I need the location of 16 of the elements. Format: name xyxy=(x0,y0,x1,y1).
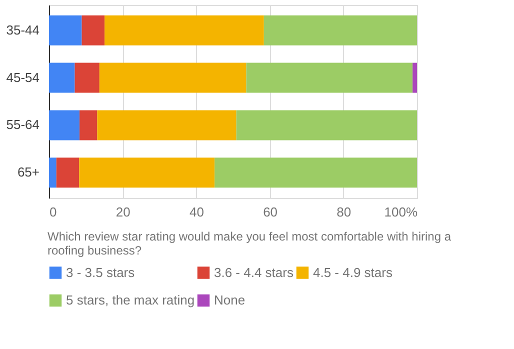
x-tick-label: 40 xyxy=(189,204,204,220)
legend-label: None xyxy=(214,292,246,308)
y-tick-label: 45-54 xyxy=(6,70,40,85)
x-tick-label: 80 xyxy=(336,204,352,220)
x-tick-label: 20 xyxy=(116,204,130,220)
legend-label: 3.6 - 4.4 stars xyxy=(214,264,294,280)
y-tick-label: 55-64 xyxy=(6,117,40,132)
legend-label: 3 - 3.5 stars xyxy=(66,264,136,280)
x-axis-title: Which review star rating would make you feel most comfortable with hiring a roofing business? xyxy=(48,230,452,258)
y-tick-label: 65+ xyxy=(17,164,40,180)
x-tick-label: 100% xyxy=(384,204,418,220)
y-tick-label: 35-44 xyxy=(6,22,40,38)
legend-label: 4.5 - 4.9 stars xyxy=(313,264,393,280)
legend-label: 5 stars, the max rating xyxy=(66,292,195,308)
x-tick-label: 0 xyxy=(50,204,57,220)
x-tick-label: 60 xyxy=(263,204,278,220)
